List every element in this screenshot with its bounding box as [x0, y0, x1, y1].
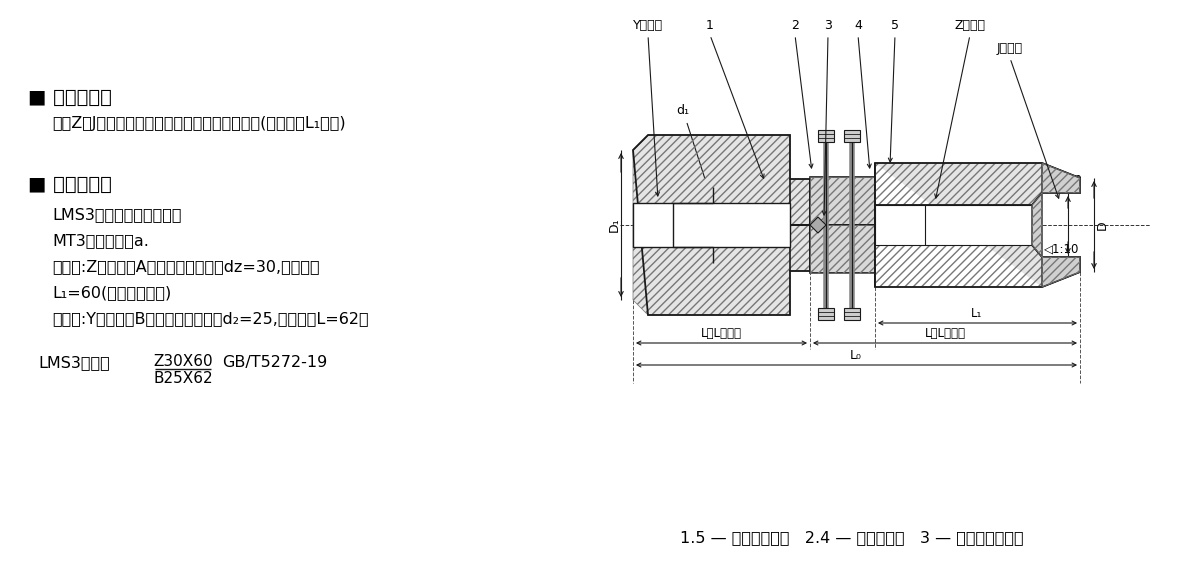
- Bar: [818, 308, 834, 320]
- Text: J型轴孔: J型轴孔: [997, 42, 1024, 55]
- Text: L₁: L₁: [971, 307, 983, 320]
- Text: d₁: d₁: [677, 104, 690, 117]
- Polygon shape: [634, 203, 790, 247]
- Polygon shape: [875, 205, 1032, 245]
- Text: 4: 4: [854, 19, 862, 32]
- Polygon shape: [810, 217, 826, 233]
- Text: Z30X60: Z30X60: [154, 354, 212, 369]
- Text: 主动端:Z型轴孔，A型键槽，轴孔直径dᴢ=30,轴孔长度: 主动端:Z型轴孔，A型键槽，轴孔直径dᴢ=30,轴孔长度: [52, 259, 319, 274]
- Text: 2: 2: [791, 19, 799, 32]
- Text: D₁: D₁: [607, 218, 620, 232]
- Text: Y型轴孔: Y型轴孔: [632, 19, 664, 32]
- Text: L₀: L₀: [850, 349, 862, 362]
- Text: 5: 5: [890, 19, 899, 32]
- Polygon shape: [634, 135, 810, 315]
- Bar: [844, 308, 860, 320]
- Text: LMS3联轴器: LMS3联轴器: [38, 355, 109, 370]
- Polygon shape: [1032, 163, 1080, 287]
- Text: z_p: z_p: [1062, 172, 1082, 185]
- Text: MT3弹性件硬度a.: MT3弹性件硬度a.: [52, 233, 149, 248]
- Polygon shape: [875, 163, 1080, 287]
- Polygon shape: [810, 225, 875, 287]
- Text: 1.5 — 法兰半联轴器   2.4 — 法兰联轴器   3 — 梅花型弹性元件: 1.5 — 法兰半联轴器 2.4 — 法兰联轴器 3 — 梅花型弹性元件: [680, 530, 1024, 545]
- Text: ◁1:10: ◁1:10: [1044, 243, 1079, 256]
- Text: D: D: [1096, 220, 1109, 230]
- Text: B25X62: B25X62: [154, 371, 212, 386]
- Text: GB/T5272-19: GB/T5272-19: [222, 355, 328, 370]
- Text: L（L选荐）: L（L选荐）: [701, 327, 742, 340]
- Text: 3: 3: [824, 19, 832, 32]
- Text: Z型轴孔: Z型轴孔: [954, 19, 985, 32]
- Text: ■ 标记示例：: ■ 标记示例：: [28, 175, 112, 194]
- Text: 1: 1: [706, 19, 714, 32]
- Bar: [844, 130, 860, 142]
- Bar: [818, 130, 834, 142]
- Text: L（L推荐）: L（L推荐）: [924, 327, 966, 340]
- Text: L₁=60(不含沉孔长度): L₁=60(不含沉孔长度): [52, 285, 172, 300]
- Text: 对于Z、J型带沉孔的轴孔长度是指轴孔配合长度(即左图中L₁尺寸): 对于Z、J型带沉孔的轴孔长度是指轴孔配合长度(即左图中L₁尺寸): [52, 116, 346, 131]
- Polygon shape: [810, 163, 875, 225]
- Text: LMS3型梅花形弹性联轴器: LMS3型梅花形弹性联轴器: [52, 207, 181, 222]
- Text: d': d': [928, 224, 938, 236]
- Text: ■ 标记说明：: ■ 标记说明：: [28, 88, 112, 107]
- Text: 从动端:Y型轴孔，B型键槽，轴孔直径d₂=25,轴孔长度L=62。: 从动端:Y型轴孔，B型键槽，轴孔直径d₂=25,轴孔长度L=62。: [52, 311, 368, 326]
